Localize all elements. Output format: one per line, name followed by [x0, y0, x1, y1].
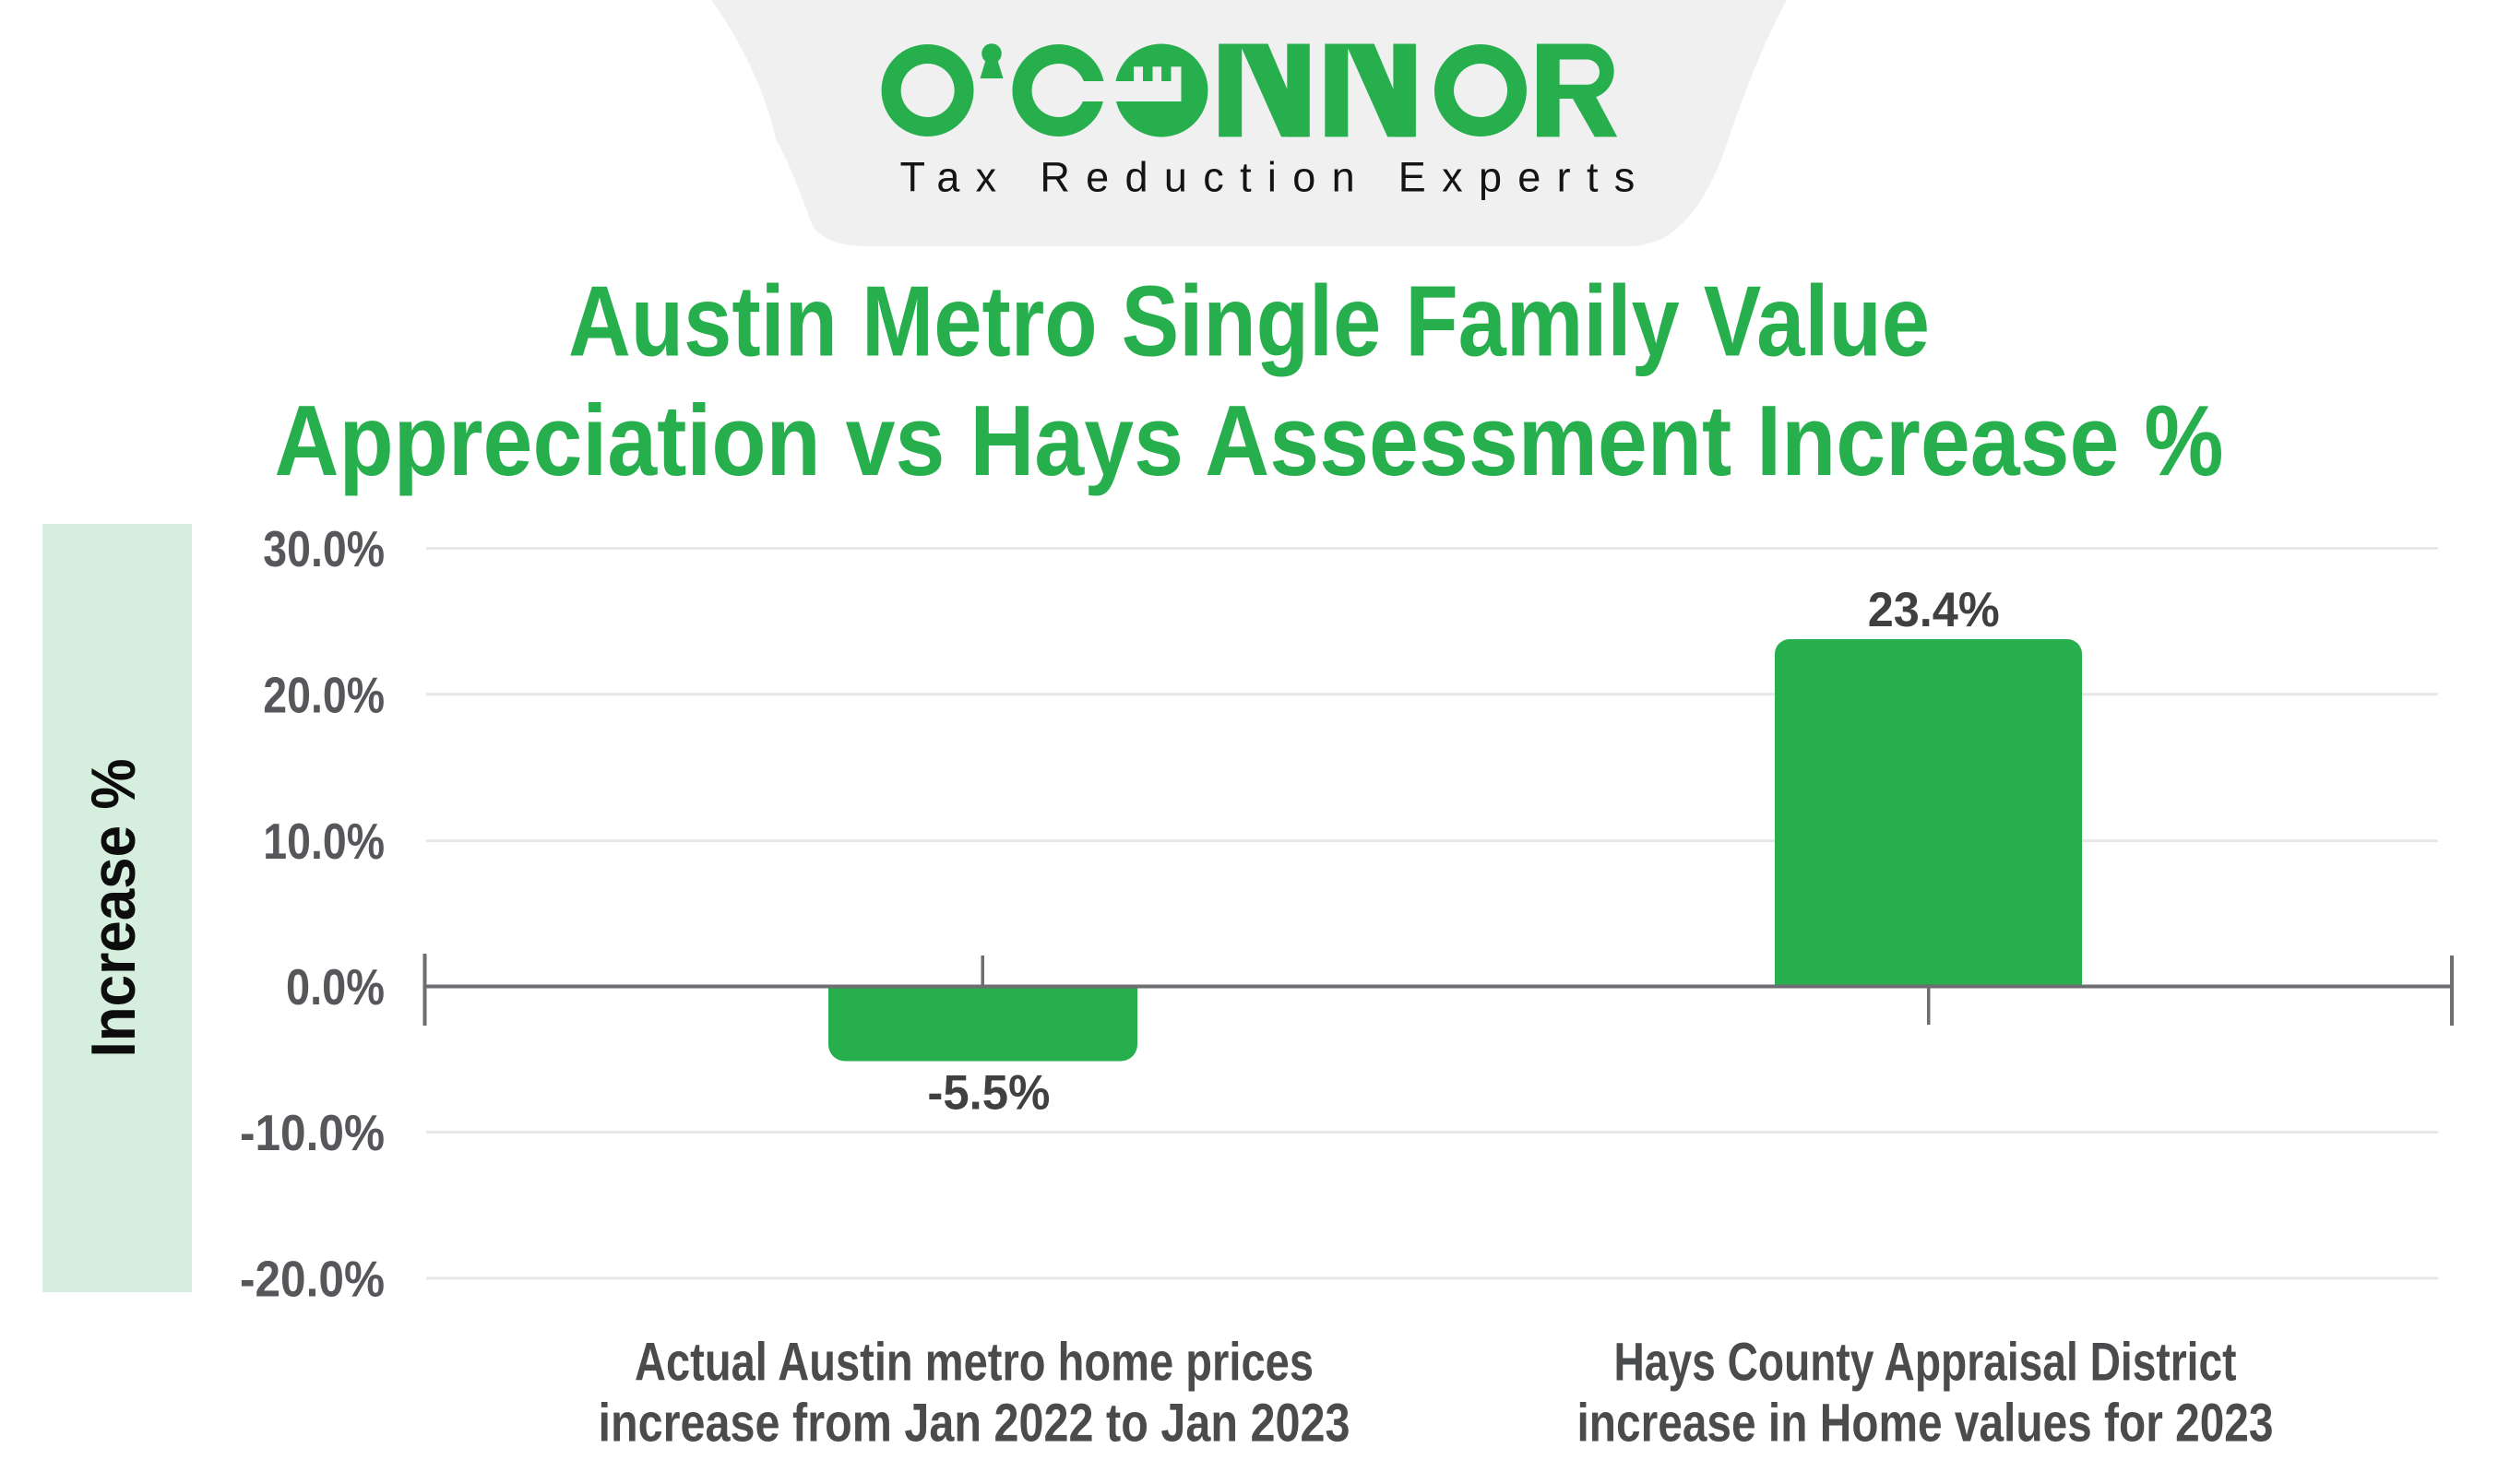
svg-text:-20.0%: -20.0%: [240, 1251, 385, 1308]
svg-text:0.0%: 0.0%: [286, 958, 385, 1015]
svg-text:23.4%: 23.4%: [1868, 583, 2000, 637]
svg-text:10.0%: 10.0%: [263, 813, 385, 870]
svg-text:Tax Reduction Experts: Tax Reduction Experts: [900, 154, 1650, 201]
svg-text:-5.5%: -5.5%: [927, 1066, 1050, 1121]
svg-text:30.0%: 30.0%: [263, 520, 385, 577]
svg-text:increase from Jan 2022 to Jan: increase from Jan 2022 to Jan 2023: [599, 1394, 1350, 1454]
svg-text:Actual Austin metro home price: Actual Austin metro home prices: [635, 1332, 1314, 1392]
svg-text:Austin Metro Single Family Val: Austin Metro Single Family Value: [568, 266, 1930, 377]
svg-text:20.0%: 20.0%: [263, 666, 385, 723]
svg-text:-10.0%: -10.0%: [240, 1104, 385, 1161]
svg-text:Appreciation vs Hays Assessmen: Appreciation vs Hays Assessment Increase…: [275, 385, 2224, 496]
svg-text:Increase %: Increase %: [78, 759, 149, 1058]
svg-text:increase in Home values for 20: increase in Home values for 2023: [1577, 1394, 2274, 1454]
svg-text:Hays County Appraisal District: Hays County Appraisal District: [1614, 1332, 2237, 1392]
